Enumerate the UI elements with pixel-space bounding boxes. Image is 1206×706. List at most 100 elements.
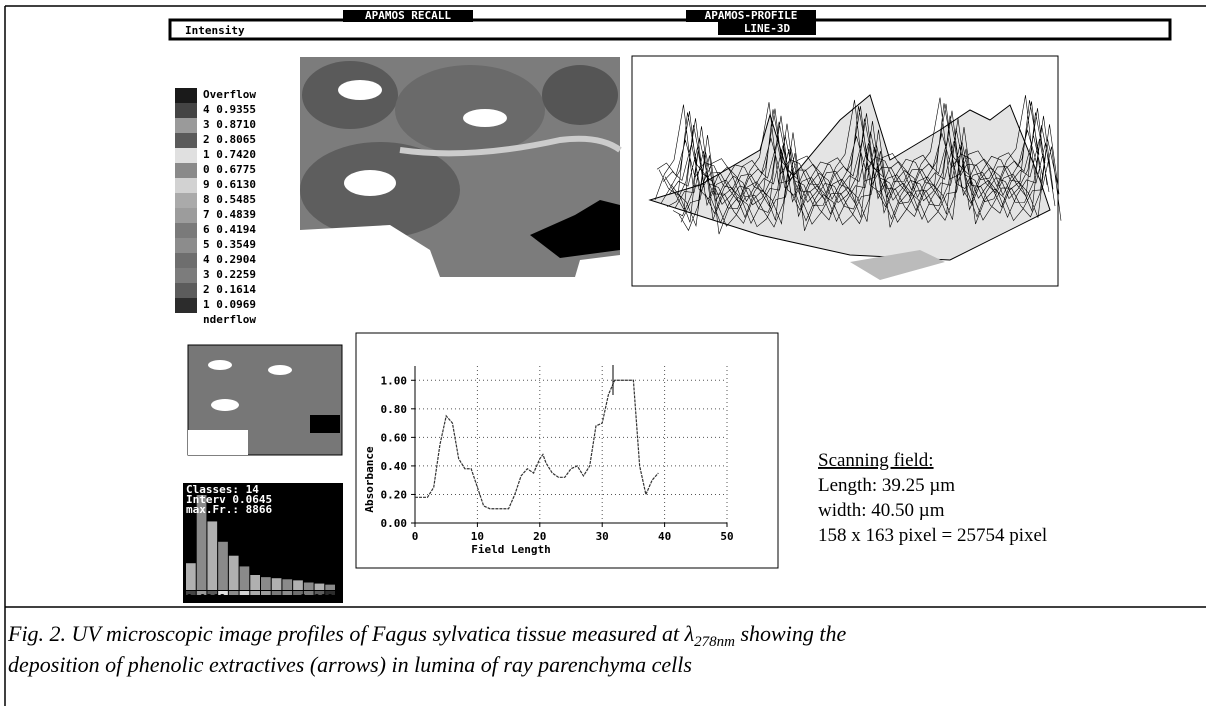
mode-tab xyxy=(718,22,816,35)
caption-line: deposition of phenolic extractives (arro… xyxy=(8,652,692,677)
histogram-info: Interv 0.0645 xyxy=(186,493,272,506)
histogram-bar xyxy=(186,563,196,590)
ray xyxy=(399,135,622,157)
legend-label: 3 0.2259 xyxy=(203,268,256,281)
histogram-bar xyxy=(303,582,314,590)
legend-swatch xyxy=(175,253,197,268)
y-tick-label: 1.00 xyxy=(381,374,408,387)
histogram-info: max.Fr.: 8866 xyxy=(186,503,272,516)
profile-frame xyxy=(355,332,779,569)
caption-text: Fig. 2. UV microscopic image profiles of… xyxy=(7,621,694,646)
legend-swatch xyxy=(175,268,197,283)
scan-heading: Scanning field: xyxy=(818,450,934,471)
x-tick-label: 50 xyxy=(720,530,733,543)
histogram-bar xyxy=(282,579,293,590)
histogram-class-swatch xyxy=(261,591,271,595)
legend-swatch xyxy=(175,238,197,253)
histogram-bar xyxy=(207,521,218,590)
legend-swatch xyxy=(175,313,197,328)
histogram-info: Classes: 14 xyxy=(186,483,259,496)
lumen xyxy=(188,430,248,455)
profile-line xyxy=(415,379,659,510)
legend-label: 4 0.2904 xyxy=(203,253,256,266)
lumen xyxy=(463,109,507,127)
profile-label: APAMOS-PROFILE xyxy=(705,9,798,22)
legend-label: nderflow xyxy=(203,313,256,326)
y-tick-label: 0.00 xyxy=(381,517,408,530)
legend-label: 1 0.0969 xyxy=(203,298,256,311)
thumbnail xyxy=(187,344,343,456)
legend-swatch xyxy=(175,163,197,178)
recall-tab xyxy=(343,10,473,22)
y-tick-label: 0.20 xyxy=(381,488,408,501)
histogram-class-swatch xyxy=(303,591,314,595)
histogram-class-swatch xyxy=(218,591,228,595)
histogram-class-swatch xyxy=(293,591,303,595)
legend-swatch xyxy=(175,103,197,118)
histogram-class-swatch xyxy=(314,591,325,595)
y-tick-label: 0.40 xyxy=(381,460,408,473)
legend-swatch xyxy=(175,193,197,208)
scan-line: 158 x 163 pixel = 25754 pixel xyxy=(818,525,1047,546)
caption-text: showing the xyxy=(735,621,846,646)
legend-label: 0 0.6775 xyxy=(203,163,256,176)
histogram-class-swatch xyxy=(250,591,260,595)
legend-swatch xyxy=(175,223,197,238)
histogram-bar xyxy=(293,580,303,590)
histogram-bar xyxy=(314,583,325,590)
lumen xyxy=(344,170,396,196)
caption-subscript: 278nm xyxy=(694,634,735,650)
recall-label: APAMOS RECALL xyxy=(365,9,451,22)
surface-mesh xyxy=(654,95,1062,235)
header-label: Intensity xyxy=(185,24,245,37)
dark-area xyxy=(530,200,620,258)
histogram-class-swatch xyxy=(271,591,282,595)
lumen xyxy=(211,399,239,411)
histogram-bar xyxy=(228,555,239,590)
x-tick-label: 0 xyxy=(412,530,419,543)
lumen xyxy=(338,80,382,100)
legend-swatch xyxy=(175,88,197,103)
legend-label: Overflow xyxy=(203,88,256,101)
cell xyxy=(395,65,545,155)
histogram-class-swatch xyxy=(196,591,207,595)
lumen xyxy=(268,365,292,375)
legend-label: 9 0.6130 xyxy=(203,178,256,191)
mode-label: LINE-3D xyxy=(744,22,791,35)
legend-label: 4 0.9355 xyxy=(203,103,256,116)
x-tick-label: 10 xyxy=(471,530,484,543)
histogram-max: 1.0000 xyxy=(300,592,340,605)
legend-label: 7 0.4839 xyxy=(203,208,256,221)
histogram-class-swatch xyxy=(325,591,335,595)
histogram-bar xyxy=(261,577,271,590)
histogram-bar xyxy=(271,578,282,590)
legend-label: 2 0.8065 xyxy=(203,133,256,146)
histogram-bar xyxy=(250,574,260,590)
line-3d-plot xyxy=(631,55,1062,287)
x-tick-label: 40 xyxy=(658,530,671,543)
histogram-class-swatch xyxy=(207,591,218,595)
scan-line: Length: 39.25 µm xyxy=(818,475,955,496)
x-axis-label: Field Length xyxy=(471,543,550,556)
surface-shadow xyxy=(850,250,945,280)
y-tick-label: 0.60 xyxy=(381,431,408,444)
histogram-bar xyxy=(325,584,335,590)
header-box xyxy=(168,18,1172,41)
legend-swatch xyxy=(175,283,197,298)
histogram-class-swatch xyxy=(282,591,293,595)
dark-area xyxy=(310,415,340,433)
legend-swatch xyxy=(175,118,197,133)
legend-label: 3 0.8710 xyxy=(203,118,256,131)
histogram-class-swatch xyxy=(228,591,239,595)
histogram-bar xyxy=(218,541,228,590)
y-tick-label: 0.80 xyxy=(381,403,408,416)
histogram-class-swatch xyxy=(239,591,250,595)
histogram-bar xyxy=(196,495,207,590)
histogram-class-swatch xyxy=(186,591,196,595)
legend-label: 6 0.4194 xyxy=(203,223,256,236)
y-axis-label: Absorbance xyxy=(363,446,376,513)
legend-label: 2 0.1614 xyxy=(203,283,256,296)
